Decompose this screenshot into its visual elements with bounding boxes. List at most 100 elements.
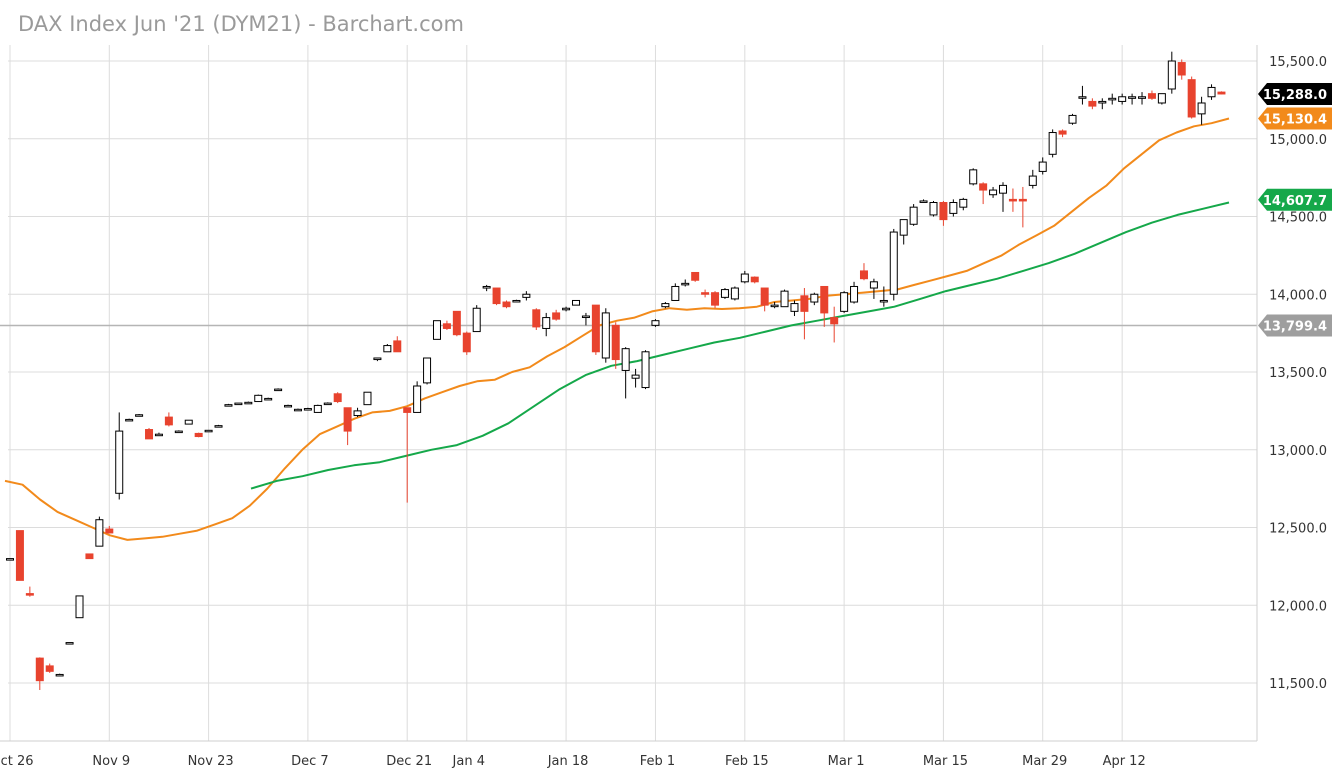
candle-body <box>532 309 541 328</box>
candle <box>720 288 729 299</box>
ma-short-line <box>4 117 1230 541</box>
candle <box>859 263 868 281</box>
grid-lines <box>8 45 1257 741</box>
candle-body <box>552 312 561 320</box>
candle-body <box>194 432 203 438</box>
candle <box>1098 98 1107 110</box>
candle-body <box>293 408 302 412</box>
candle <box>989 186 998 198</box>
candle <box>750 276 759 284</box>
candle <box>830 306 839 343</box>
candle-body <box>572 299 581 306</box>
candle <box>154 432 163 437</box>
candle <box>591 304 600 355</box>
candle <box>1018 186 1027 228</box>
candle <box>234 402 243 406</box>
candle <box>770 302 779 309</box>
candle-body <box>820 285 829 314</box>
candle <box>95 516 104 547</box>
candle <box>820 285 829 327</box>
candle-body <box>959 198 968 208</box>
candle-body <box>859 270 868 280</box>
candle-body <box>760 287 769 306</box>
y-tick-label: 11,500.0 <box>1269 677 1327 692</box>
candle-body <box>542 317 551 329</box>
price-badge-bg <box>1258 188 1332 211</box>
candle-body <box>1088 100 1097 107</box>
candle <box>899 219 908 245</box>
x-tick-label: Feb 15 <box>725 754 769 769</box>
candle <box>1118 93 1127 105</box>
candle <box>1197 96 1206 125</box>
candle-body <box>611 324 620 361</box>
price-badge: 13,799.4 <box>1258 314 1332 337</box>
candle-body <box>581 315 590 319</box>
candle-body <box>55 673 64 677</box>
candle-body <box>6 558 14 561</box>
price-badge-label: 13,799.4 <box>1263 319 1327 334</box>
candle-body <box>462 332 471 353</box>
candle-body <box>145 429 154 440</box>
candle <box>790 300 799 317</box>
candle-body <box>1048 132 1057 155</box>
candle <box>65 642 74 645</box>
candle <box>35 657 44 690</box>
candle <box>1147 90 1156 100</box>
candle-body <box>224 404 233 407</box>
candle <box>1078 85 1087 105</box>
candle <box>691 271 700 282</box>
candle <box>1008 188 1017 212</box>
y-tick-label: 14,000.0 <box>1269 288 1327 303</box>
candle-body <box>333 393 342 403</box>
candle <box>373 357 382 362</box>
y-tick-label: 13,000.0 <box>1269 444 1327 459</box>
candle-body <box>264 397 273 401</box>
candle <box>979 182 988 205</box>
candles-layer <box>6 51 1226 690</box>
candle-body <box>681 282 690 286</box>
candle <box>284 404 293 408</box>
candle <box>661 302 670 309</box>
x-tick-label: Oct 26 <box>0 754 34 769</box>
candle <box>542 312 551 337</box>
candle-body <box>254 394 263 403</box>
candle <box>641 350 650 390</box>
candle-body <box>313 404 322 413</box>
candle-body <box>1167 60 1176 90</box>
candle-body <box>889 231 898 295</box>
candle <box>949 199 958 217</box>
candle <box>432 320 441 340</box>
candle-body <box>671 285 680 301</box>
candle-body <box>1147 93 1156 99</box>
candle-body <box>393 340 402 353</box>
axes: 11,500.0 12,000.0 12,500.0 13,000.0 13,500.0… <box>0 45 1327 769</box>
candle <box>621 347 630 399</box>
candle-body <box>184 419 193 425</box>
candle-body <box>423 357 432 384</box>
candle-body <box>1128 96 1137 99</box>
candle <box>562 306 571 312</box>
candle <box>760 287 769 312</box>
candle <box>889 228 898 301</box>
candle-body <box>115 430 124 494</box>
candle <box>442 320 451 331</box>
candle <box>264 397 273 401</box>
candle <box>482 284 491 292</box>
candle-body <box>1157 93 1166 104</box>
candle-body <box>125 418 134 422</box>
candle-body <box>711 292 720 306</box>
x-tick-label: Dec 7 <box>291 754 329 769</box>
candle-body <box>512 299 521 303</box>
candle-body <box>810 293 819 303</box>
candle-body <box>35 657 44 682</box>
candle <box>522 291 531 301</box>
candle <box>164 412 173 427</box>
candle-body <box>15 530 24 581</box>
candle-body <box>284 404 293 408</box>
candle <box>850 281 859 304</box>
candle <box>423 357 432 385</box>
candle-body <box>1108 97 1117 101</box>
candle-body <box>492 287 501 305</box>
candle-body <box>1068 114 1077 124</box>
y-tick-label: 14,500.0 <box>1269 211 1327 226</box>
